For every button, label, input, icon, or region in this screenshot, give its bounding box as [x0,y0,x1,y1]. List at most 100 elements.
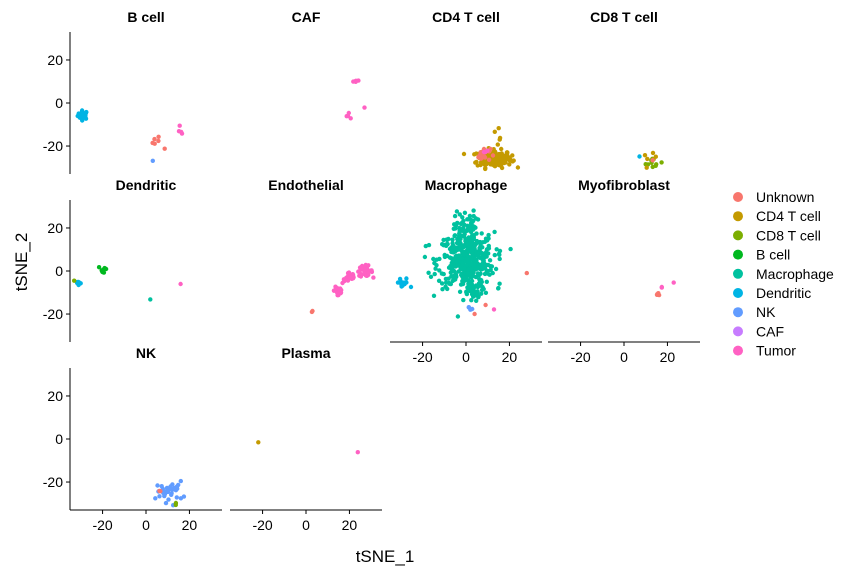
data-point [459,271,465,277]
y-tick-label: 20 [47,388,63,404]
data-point [643,162,648,167]
data-point [515,165,521,170]
data-point [72,278,77,283]
data-point [395,280,401,285]
legend-swatch [733,230,743,241]
data-point [446,236,451,242]
data-point [431,293,437,298]
data-point [650,164,655,170]
data-point [476,294,481,299]
data-point [444,243,449,248]
data-point [474,159,479,165]
data-point [473,267,479,272]
data-point [433,266,438,271]
data-point [493,266,499,272]
data-point [447,255,453,260]
data-point [501,153,506,159]
data-point [157,488,162,494]
data-point [472,311,477,317]
data-point [471,213,476,219]
data-point [353,78,358,84]
legend-item: Unknown [733,189,814,205]
data-point [644,165,649,170]
data-point [460,261,465,267]
data-point [654,162,659,167]
data-point [437,256,442,262]
data-point [455,314,461,319]
data-point [473,259,478,264]
data-point [492,129,497,134]
data-point [426,270,431,275]
x-tick-label: 0 [620,349,628,365]
data-point [654,292,660,297]
data-point [467,213,473,219]
data-point [645,156,650,162]
data-point [169,492,174,497]
data-point [451,257,457,262]
x-tick-label: 0 [142,517,150,533]
data-point [465,217,470,222]
data-point [462,210,468,215]
data-point [650,150,656,156]
data-point [426,242,432,248]
data-point [166,487,172,492]
data-point [497,281,502,286]
data-point [178,478,183,484]
data-point [457,230,462,235]
x-tick-label: 20 [182,517,198,533]
data-point [478,242,483,248]
data-point [472,152,477,157]
data-point [466,271,471,276]
legend-label: CD8 T cell [756,227,821,243]
data-point [469,257,474,262]
data-point [96,265,102,270]
data-point [148,297,153,302]
data-point [488,267,493,273]
data-point [466,259,471,265]
data-point [457,243,462,248]
facet-panel: CAF [292,9,367,121]
data-point [463,251,468,257]
x-tick-label: 20 [342,517,358,533]
data-point [471,241,477,246]
facet-strip-label: Myofibroblast [578,177,670,193]
data-point [428,274,434,279]
facet-strip-label: CD8 T cell [590,9,658,25]
y-tick-label: 0 [55,431,63,447]
data-point [490,153,496,158]
axes-layer: 20 0 -20 20 0 -20 -20 0 20 -20 0 20 20 0 -20 -20 0 20 -20 0… [43,32,700,533]
data-point [478,271,483,276]
legend-swatch [733,345,743,356]
facet-panel: Endothelial [268,177,376,315]
data-point [153,496,158,501]
data-point [499,146,504,152]
data-point [452,213,458,219]
data-point [524,270,529,276]
data-point [511,158,516,163]
data-point [174,495,179,500]
y-tick-label: 0 [55,263,63,279]
data-point [461,228,466,233]
legend-label: CD4 T cell [756,208,821,224]
data-point [457,225,462,231]
legend-item: Tumor [733,343,796,359]
data-point [453,226,458,231]
data-point [494,247,499,252]
y-tick-label: -20 [43,306,63,322]
data-point [363,267,368,272]
data-point [495,142,500,147]
data-point [397,276,403,282]
data-point [458,282,464,287]
legend-label: Macrophage [756,266,834,282]
x-axis-title: tSNE_1 [356,547,415,566]
data-point [441,237,446,243]
data-point [471,284,476,289]
facet-panel: Plasma [256,345,360,455]
legend-item: CAF [733,323,784,339]
facet-panel: B cell [75,9,185,163]
data-point [459,248,464,253]
data-point [482,154,487,159]
facet-panel: NK [136,345,187,508]
data-point [478,160,484,165]
y-tick-label: -20 [43,138,63,154]
